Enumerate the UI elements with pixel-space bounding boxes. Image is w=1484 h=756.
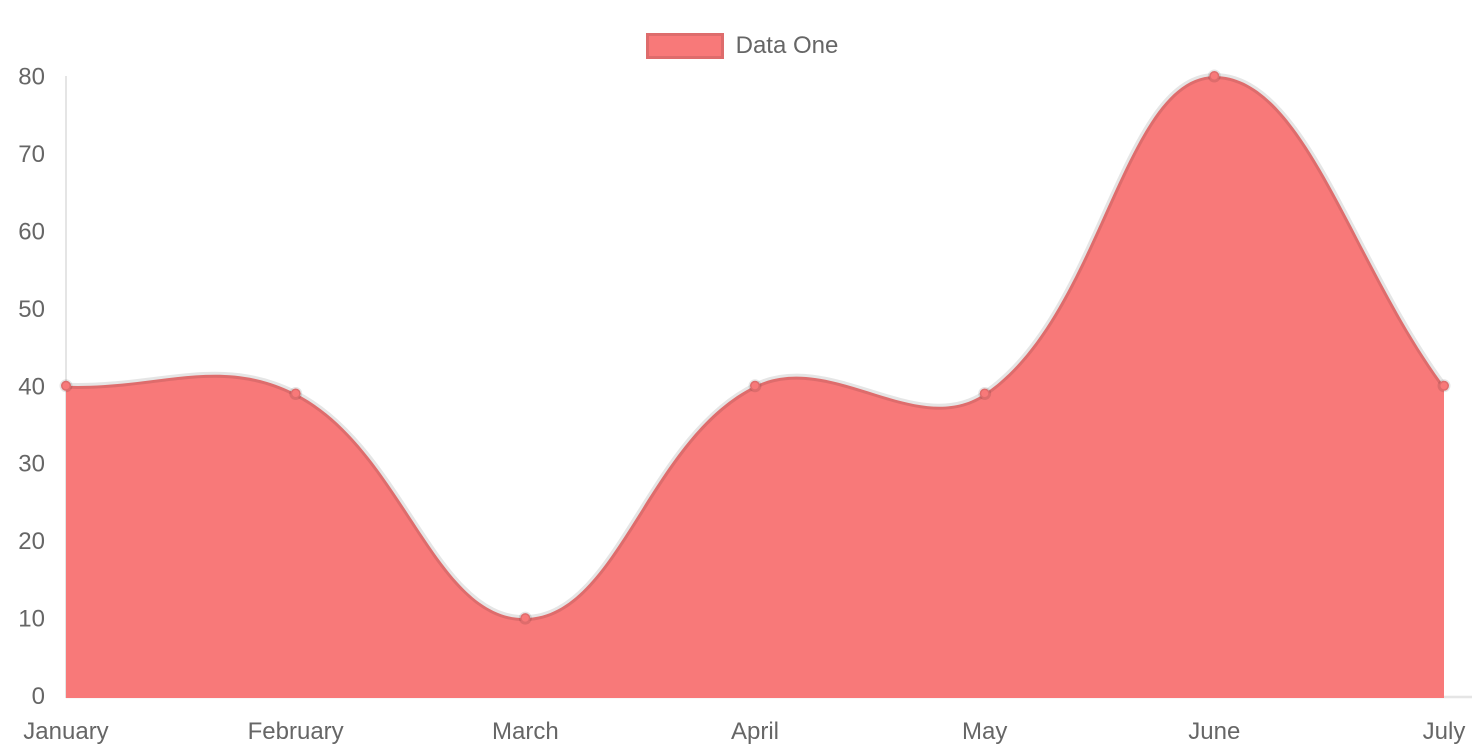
x-tick-label: July: [1423, 718, 1466, 745]
y-tick-label: 70: [18, 141, 45, 168]
data-point[interactable]: [1207, 69, 1221, 83]
data-point[interactable]: [748, 379, 762, 393]
y-tick-label: 80: [18, 64, 45, 91]
y-tick-label: 30: [18, 451, 45, 478]
y-tick-label: 20: [18, 528, 45, 555]
legend-swatch: [645, 33, 724, 59]
x-tick-label: April: [731, 718, 779, 745]
y-tick-label: 60: [18, 218, 45, 245]
data-point[interactable]: [289, 387, 303, 400]
y-tick-label: 50: [18, 296, 45, 323]
x-tick-label: February: [248, 718, 344, 745]
line-path: [63, 73, 1447, 622]
legend: Data One: [0, 33, 1484, 59]
data-point[interactable]: [518, 611, 532, 625]
data-point[interactable]: [59, 379, 73, 393]
legend-label: Data One: [735, 32, 839, 59]
legend-item-data-one[interactable]: Data One: [645, 32, 839, 59]
data-point[interactable]: [1437, 379, 1451, 393]
y-tick-label: 40: [18, 373, 45, 400]
y-tick-label: 10: [18, 606, 45, 633]
x-tick-label: June: [1188, 718, 1240, 745]
data-point[interactable]: [978, 387, 992, 400]
x-tick-label: May: [962, 718, 1007, 745]
y-tick-label: 0: [32, 683, 45, 710]
x-tick-label: March: [492, 718, 559, 745]
x-tick-label: January: [23, 718, 108, 745]
